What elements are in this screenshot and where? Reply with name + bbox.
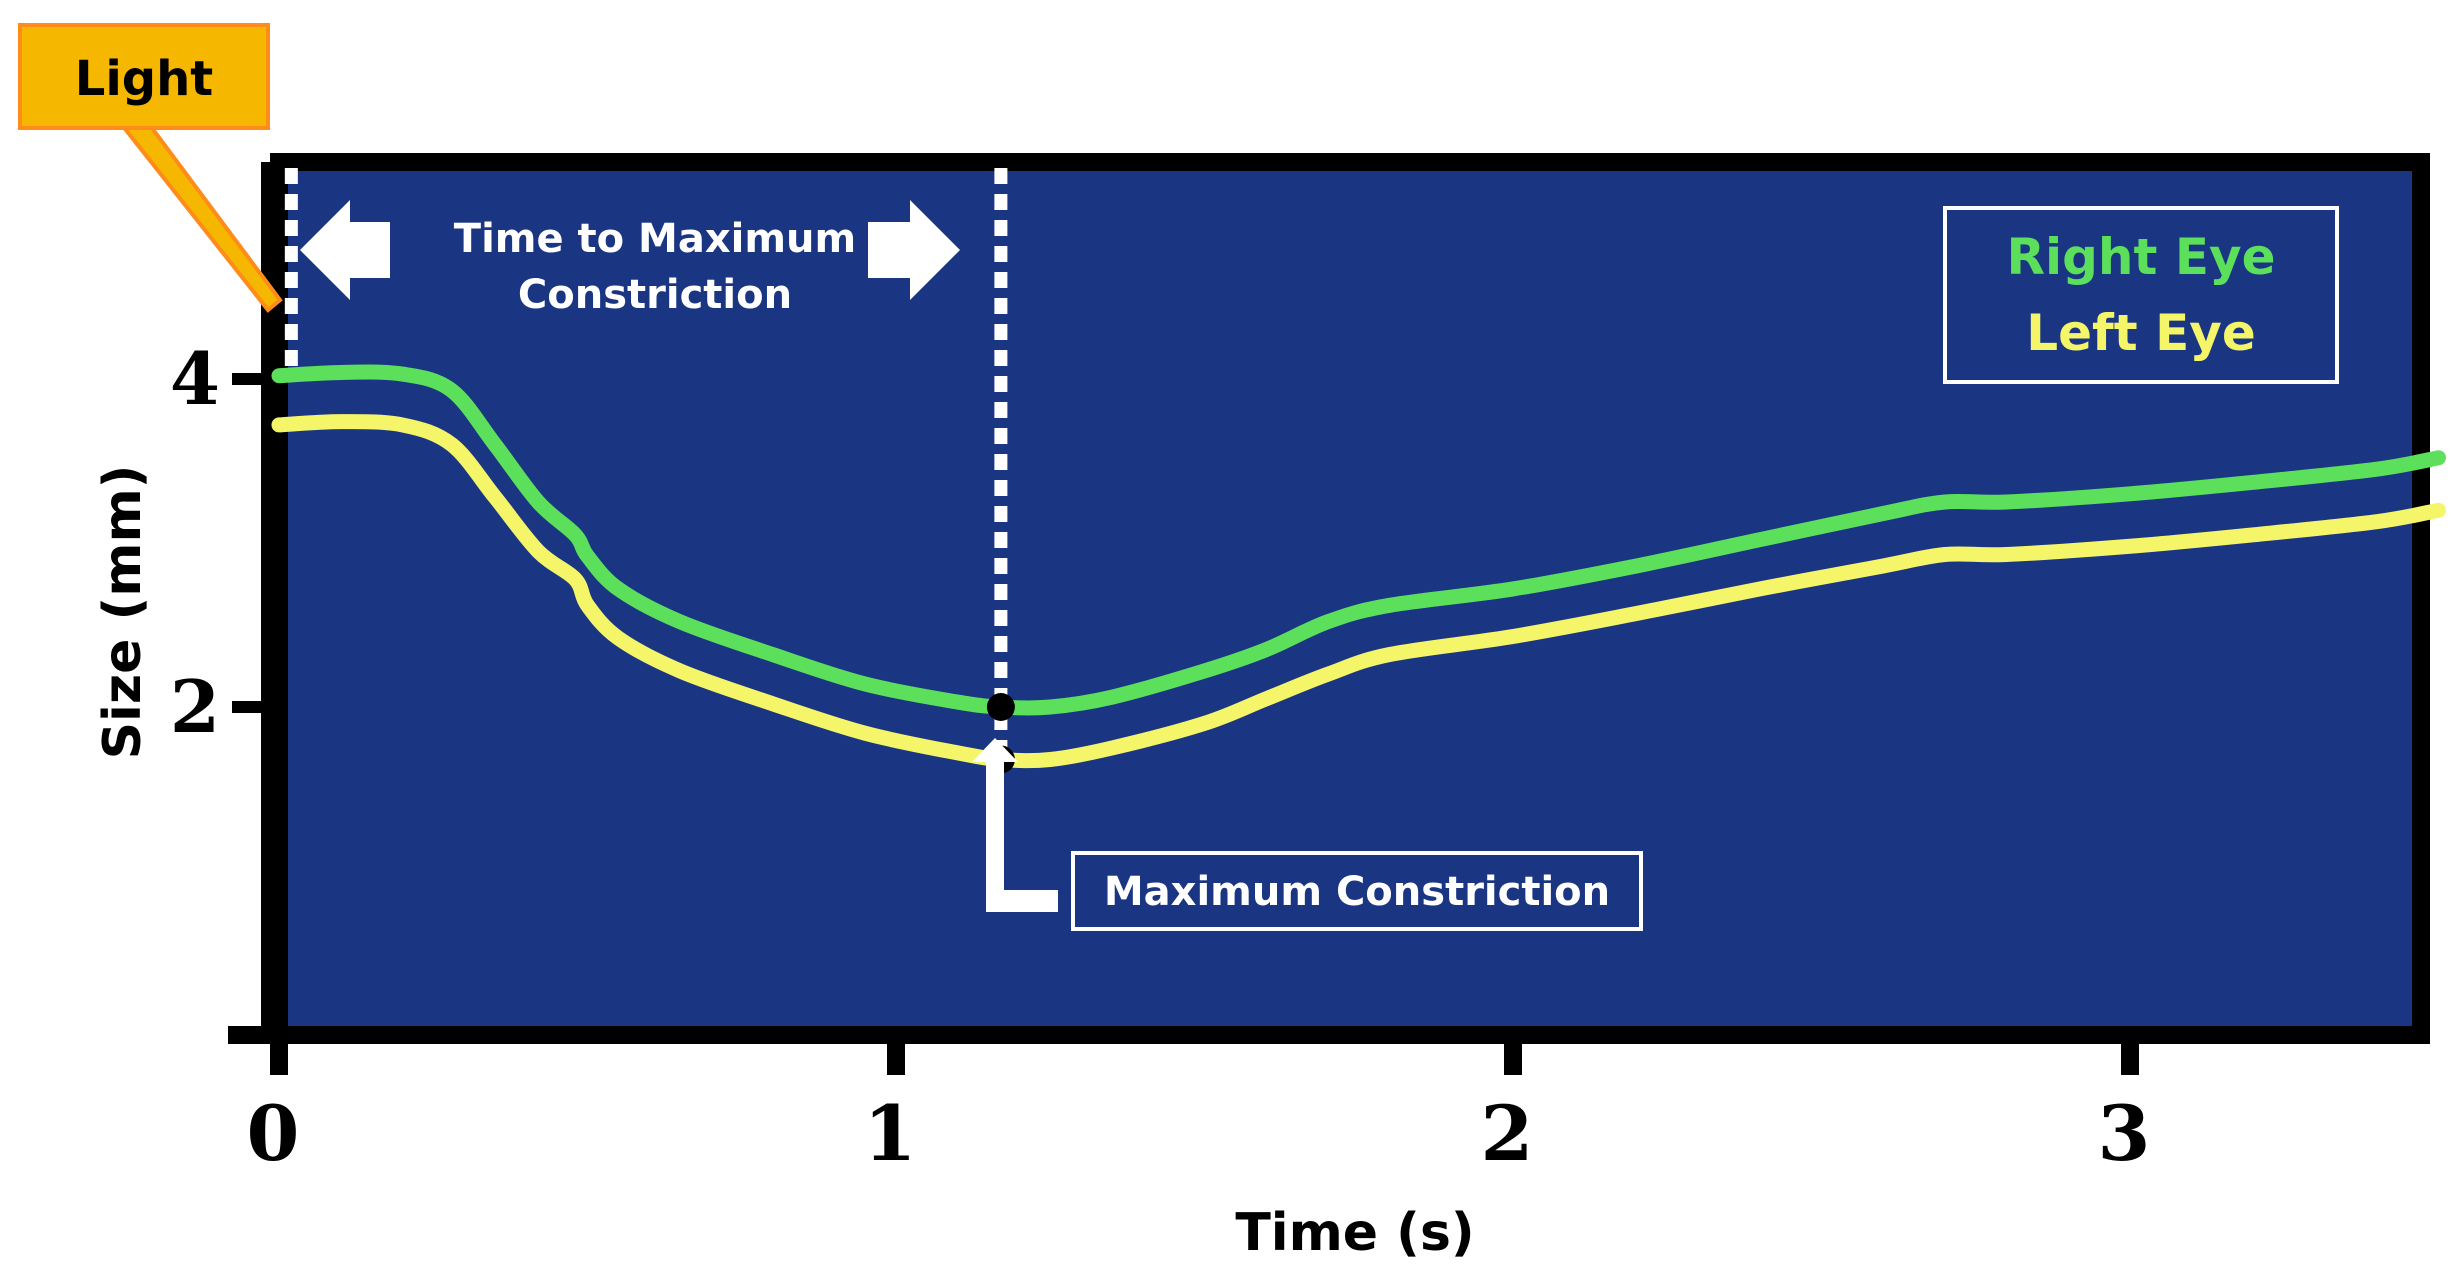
light-pointer xyxy=(113,118,283,313)
light-box xyxy=(18,23,270,130)
series-line-right-eye xyxy=(271,364,2446,716)
y-axis-title: Size (mm) xyxy=(93,465,153,760)
x-tick-label: 1 xyxy=(864,1089,917,1178)
max-constriction-arrow-icon xyxy=(972,738,1058,912)
x-tick-label: 3 xyxy=(2098,1089,2151,1178)
y-tick-label: 2 xyxy=(170,664,220,749)
series-layer xyxy=(271,364,2446,769)
time-to-max-label-line2: Constriction xyxy=(518,272,792,318)
tick-labels: 0 1 2 3 4 2 xyxy=(170,336,2151,1178)
legend-box xyxy=(1943,206,2339,384)
max-constriction-box xyxy=(1071,851,1643,931)
time-to-max-label-line1: Time to Maximum xyxy=(454,216,856,262)
legend-left-eye: Left Eye xyxy=(2026,304,2256,362)
max-constriction-label: Maximum Constriction xyxy=(1104,869,1610,915)
x-tick-label: 0 xyxy=(247,1089,300,1178)
left-arrow-icon xyxy=(300,200,390,300)
min-point-marker xyxy=(986,693,1015,721)
tick-marks xyxy=(232,373,2139,1075)
light-label: Light xyxy=(75,51,214,107)
right-arrow-icon xyxy=(868,200,960,300)
x-tick-label: 2 xyxy=(1481,1089,1534,1178)
y-tick-label: 4 xyxy=(170,336,220,421)
series-line-left-eye xyxy=(271,414,2446,769)
legend-right-eye: Right Eye xyxy=(2007,228,2276,286)
x-axis-title: Time (s) xyxy=(1235,1203,1474,1263)
